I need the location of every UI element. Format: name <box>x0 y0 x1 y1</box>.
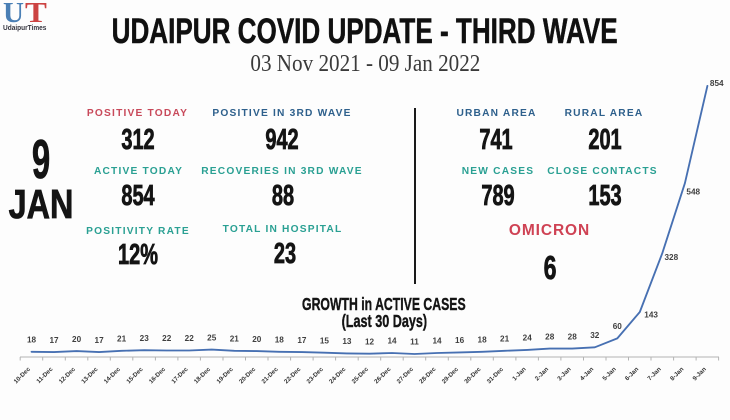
svg-text:20-Dec: 20-Dec <box>238 366 258 386</box>
svg-text:21: 21 <box>500 335 510 344</box>
svg-text:28-Dec: 28-Dec <box>418 366 438 386</box>
svg-text:23: 23 <box>140 334 150 343</box>
svg-text:9-Jan: 9-Jan <box>691 366 708 383</box>
svg-text:21: 21 <box>230 335 240 344</box>
svg-text:1-Jan: 1-Jan <box>511 366 528 383</box>
svg-text:31-Dec: 31-Dec <box>486 366 506 386</box>
svg-text:13: 13 <box>342 337 352 346</box>
svg-text:26-Dec: 26-Dec <box>373 366 393 386</box>
svg-text:143: 143 <box>644 311 658 320</box>
svg-text:14: 14 <box>432 337 442 346</box>
svg-text:854: 854 <box>710 79 724 88</box>
svg-text:11: 11 <box>410 338 419 347</box>
svg-text:15-Dec: 15-Dec <box>125 366 145 386</box>
svg-text:23-Dec: 23-Dec <box>306 366 326 386</box>
svg-text:548: 548 <box>686 188 700 197</box>
svg-text:24: 24 <box>523 334 533 343</box>
svg-text:6-Jan: 6-Jan <box>624 366 641 383</box>
svg-text:19-Dec: 19-Dec <box>215 366 235 386</box>
svg-text:8-Jan: 8-Jan <box>669 366 686 383</box>
svg-text:30-Dec: 30-Dec <box>463 366 483 386</box>
svg-text:3-Jan: 3-Jan <box>556 366 573 383</box>
svg-text:11-Dec: 11-Dec <box>35 366 54 385</box>
svg-text:18: 18 <box>27 336 37 345</box>
svg-text:20: 20 <box>72 335 82 344</box>
svg-text:20: 20 <box>252 335 262 344</box>
svg-text:18: 18 <box>275 336 285 345</box>
svg-text:16-Dec: 16-Dec <box>148 366 168 386</box>
svg-text:29-Dec: 29-Dec <box>441 366 461 386</box>
svg-text:22-Dec: 22-Dec <box>283 366 303 386</box>
svg-text:22: 22 <box>185 334 195 343</box>
svg-text:2-Jan: 2-Jan <box>534 366 551 383</box>
svg-text:5-Jan: 5-Jan <box>601 366 618 383</box>
svg-text:21-Dec: 21-Dec <box>260 366 280 386</box>
svg-text:28: 28 <box>568 332 578 341</box>
svg-text:17: 17 <box>49 336 59 345</box>
svg-text:25: 25 <box>207 333 217 342</box>
svg-text:27-Dec: 27-Dec <box>396 366 416 386</box>
svg-text:25-Dec: 25-Dec <box>351 366 371 386</box>
svg-text:17-Dec: 17-Dec <box>170 366 190 386</box>
svg-text:12-Dec: 12-Dec <box>58 366 78 386</box>
svg-text:21: 21 <box>117 335 127 344</box>
svg-text:17: 17 <box>95 336 105 345</box>
svg-text:12: 12 <box>365 337 375 346</box>
svg-text:4-Jan: 4-Jan <box>579 366 596 383</box>
svg-text:14: 14 <box>387 337 397 346</box>
svg-text:24-Dec: 24-Dec <box>328 366 348 386</box>
svg-text:18: 18 <box>478 336 488 345</box>
svg-text:16: 16 <box>455 336 465 345</box>
svg-text:13-Dec: 13-Dec <box>80 366 100 386</box>
svg-text:32: 32 <box>590 331 600 340</box>
svg-text:60: 60 <box>613 322 623 331</box>
svg-text:10-Dec: 10-Dec <box>13 366 33 386</box>
svg-text:7-Jan: 7-Jan <box>646 366 663 383</box>
svg-text:328: 328 <box>665 253 679 262</box>
svg-text:14-Dec: 14-Dec <box>103 366 123 386</box>
svg-text:18-Dec: 18-Dec <box>193 366 213 386</box>
svg-text:22: 22 <box>162 334 172 343</box>
svg-text:17: 17 <box>297 336 307 345</box>
svg-text:15: 15 <box>320 336 330 345</box>
svg-text:28: 28 <box>545 332 555 341</box>
